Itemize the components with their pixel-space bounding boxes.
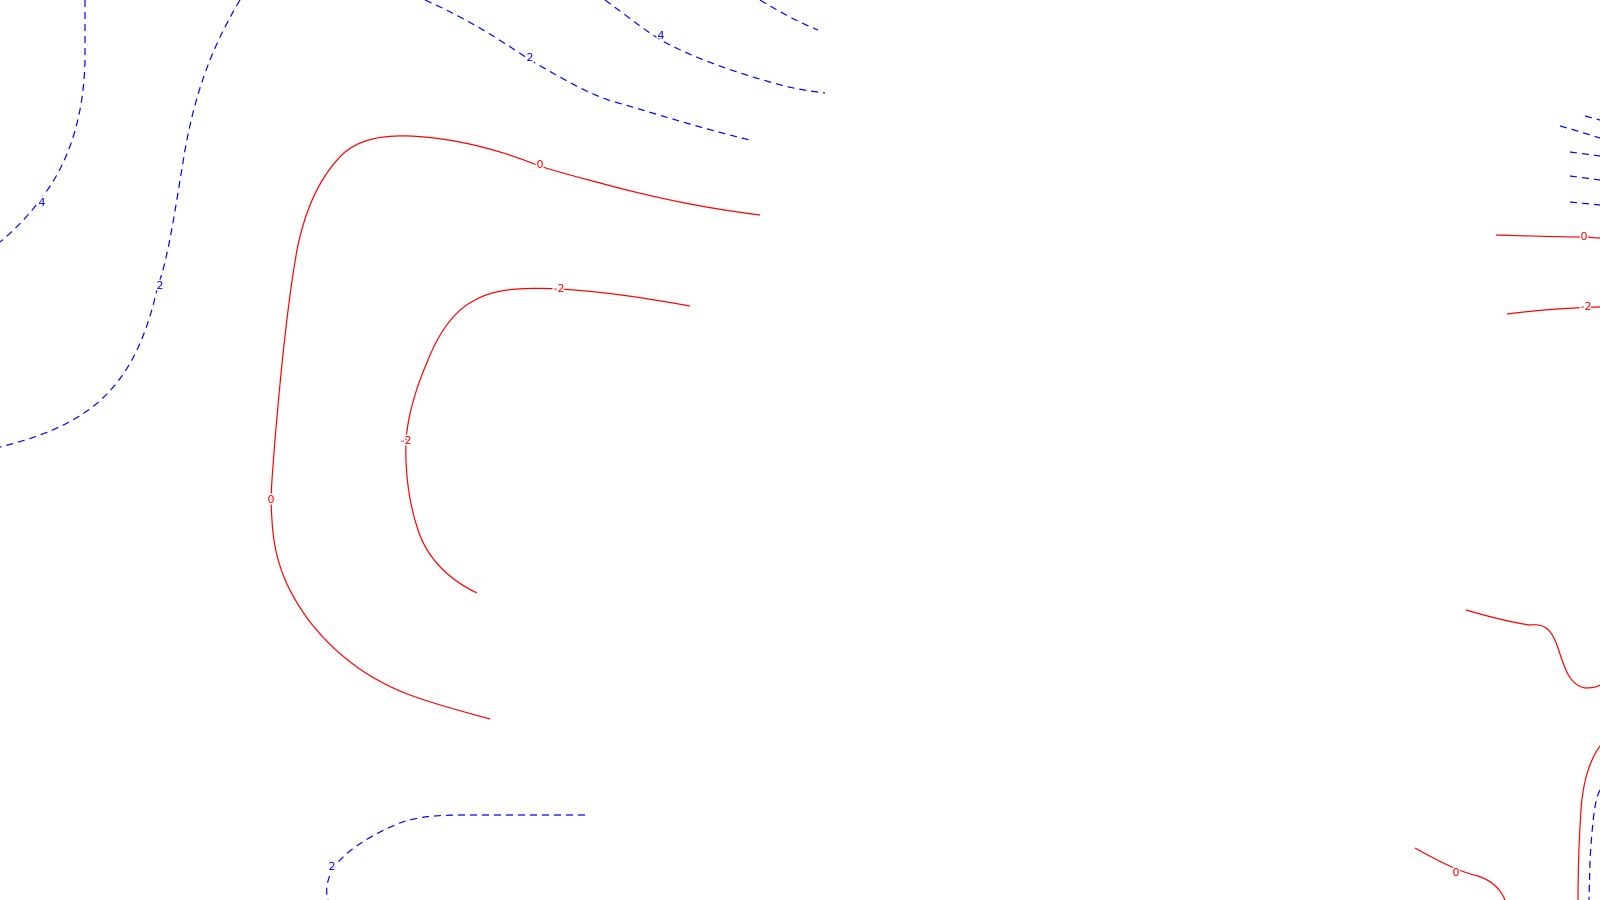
contour-line-pos-right-4 bbox=[1569, 175, 1600, 181]
contour-label-zero-left-side: 0 bbox=[268, 493, 275, 506]
contour-label-zero-right: 0 bbox=[1581, 230, 1588, 243]
contour-line-zero-bottom-right bbox=[1414, 847, 1506, 900]
contour-line-neg-2-right bbox=[1506, 306, 1600, 315]
contour-label-pos-2-top: 2 bbox=[527, 51, 534, 64]
contour-line-pos-right-2 bbox=[1559, 125, 1600, 139]
contour-label-zero-bottom-right: 0 bbox=[1453, 866, 1460, 879]
contour-label-zero-left-top: 0 bbox=[537, 158, 544, 171]
contour-group-pos-right-stack bbox=[1559, 115, 1600, 206]
contour-line-zero-left bbox=[270, 135, 761, 720]
contour-label-neg-2-left-top: -2 bbox=[554, 282, 565, 295]
contour-line-neg-right-hook bbox=[1465, 609, 1600, 689]
contour-line-pos-2-left bbox=[0, 0, 241, 448]
contour-line-pos-2-top bbox=[424, 0, 751, 141]
contour-label-pos-2-left: 2 bbox=[157, 279, 164, 292]
contour-line-pos-4-top bbox=[604, 0, 826, 94]
contour-line-pos-right-1 bbox=[1584, 115, 1600, 121]
contour-line-pos-right-bottom bbox=[1588, 789, 1600, 900]
contour-line-neg-right-bottom bbox=[1577, 745, 1600, 900]
contour-line-pos-top-edge bbox=[759, 0, 819, 31]
contour-line-neg-2-left bbox=[405, 287, 691, 594]
contour-label-neg-2-right: -2 bbox=[1581, 300, 1592, 313]
contour-line-pos-right-3 bbox=[1569, 151, 1600, 157]
contour-label-pos-4-left: 4 bbox=[39, 196, 46, 209]
contour-line-pos-2-bottom bbox=[326, 814, 585, 900]
contour-line-pos-4-left bbox=[0, 0, 86, 243]
contour-label-pos-2-bottom: 2 bbox=[329, 860, 336, 873]
contour-label-neg-2-left-side: -2 bbox=[401, 434, 412, 447]
contour-line-zero-right bbox=[1495, 234, 1600, 239]
contour-label-pos-4-top: 4 bbox=[658, 29, 665, 42]
contour-line-pos-right-5 bbox=[1569, 201, 1600, 206]
